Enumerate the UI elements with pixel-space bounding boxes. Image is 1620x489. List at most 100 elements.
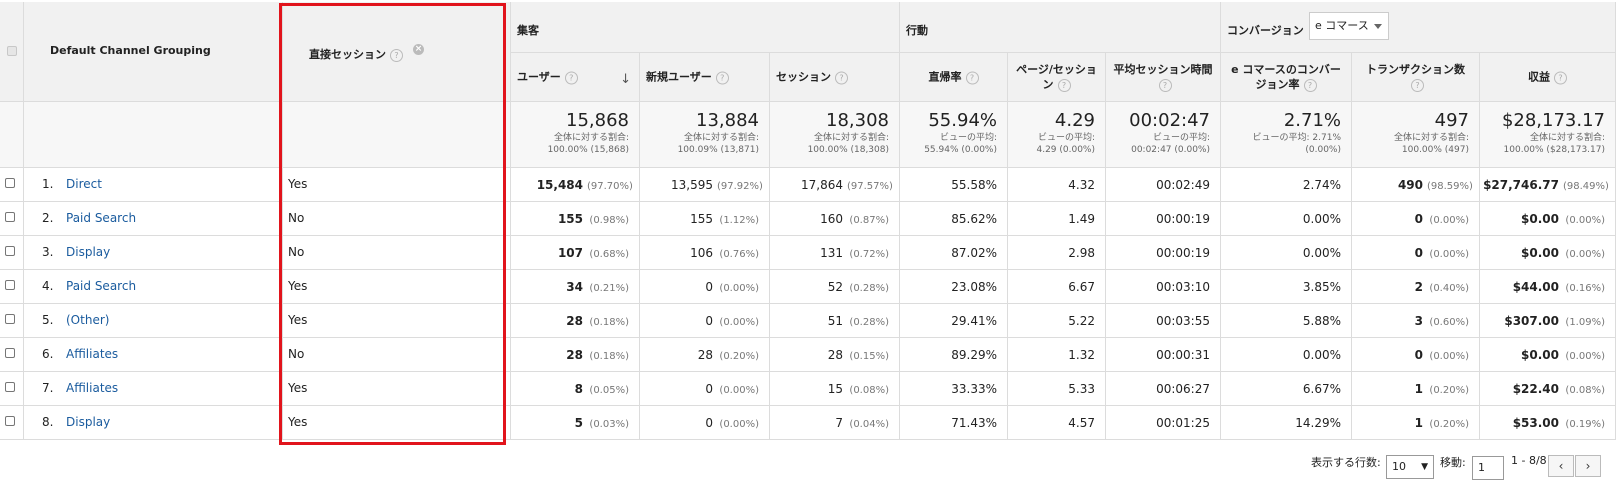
goto-page-input[interactable]: 1: [1472, 456, 1504, 480]
channel-link[interactable]: (Other): [66, 313, 110, 327]
sort-down-icon[interactable]: ↓: [620, 72, 631, 87]
metric-value-wrap: 490 (98.59%): [1398, 168, 1473, 201]
metric-cell: 0 (0.00%): [1352, 338, 1480, 372]
summary-cell: 18,308 全体に対する割合: 100.00% (18,308): [770, 102, 900, 168]
help-icon[interactable]: ?: [1411, 78, 1424, 92]
channel-link[interactable]: Display: [66, 415, 111, 429]
row-checkbox[interactable]: [5, 382, 15, 392]
metric-value-wrap: 00:00:31: [1156, 338, 1210, 371]
caret-down-icon: [1374, 24, 1382, 29]
metric-value: $307.00: [1504, 314, 1559, 328]
channel-link[interactable]: Paid Search: [66, 279, 137, 293]
next-page-button[interactable]: ›: [1575, 455, 1601, 477]
remove-icon[interactable]: ×: [413, 43, 424, 55]
metric-cell: $53.00 (0.19%): [1480, 406, 1616, 440]
metric-value-wrap: 33.33%: [951, 372, 997, 405]
help-icon[interactable]: ?: [835, 71, 848, 84]
metric-header-label: e コマースのコンバージョン率: [1231, 63, 1341, 91]
metric-percent: (0.05%): [589, 385, 629, 396]
row-checkbox[interactable]: [5, 416, 15, 426]
metric-cell: 51 (0.28%): [770, 304, 900, 338]
metric-percent: (0.28%): [849, 283, 889, 294]
metric-cell: 4.32: [1008, 168, 1106, 202]
select-all-checkbox[interactable]: [7, 46, 17, 56]
segment-header[interactable]: 直接セッション ? ×: [283, 2, 511, 102]
help-icon[interactable]: ?: [1158, 78, 1172, 92]
metric-value: 0: [705, 280, 713, 294]
metric-cell: 8 (0.05%): [511, 372, 640, 406]
metric-value: 3: [1414, 314, 1423, 328]
row-checkbox[interactable]: [5, 348, 15, 358]
metric-cell: 28 (0.18%): [511, 338, 640, 372]
row-checkbox[interactable]: [5, 246, 15, 256]
metric-value-wrap: 51 (0.28%): [828, 304, 889, 337]
help-icon[interactable]: ?: [390, 48, 403, 62]
row-checkbox[interactable]: [5, 212, 15, 222]
group-header-label: 集客: [517, 24, 539, 37]
metric-value-wrap: 00:03:55: [1156, 304, 1210, 337]
metric-cell: 15,484 (97.70%): [511, 168, 640, 202]
metric-cell: 00:03:10: [1106, 270, 1221, 304]
table-row: 7. Affiliates: [24, 372, 283, 406]
channel-link[interactable]: Affiliates: [66, 347, 119, 361]
metric-cell: 131 (0.72%): [770, 236, 900, 270]
metric-value: 6.67: [1068, 280, 1095, 294]
row-checkbox[interactable]: [5, 280, 15, 290]
row-checkbox[interactable]: [5, 178, 15, 188]
metric-value: 15,484: [536, 178, 583, 192]
metric-cell: 00:00:19: [1106, 202, 1221, 236]
metric-cell: 1 (0.20%): [1352, 406, 1480, 440]
metric-header-0[interactable]: ユーザー? ↓: [511, 53, 640, 102]
metric-value: 0.00%: [1302, 246, 1341, 260]
channel-link[interactable]: Direct: [66, 177, 102, 191]
help-icon[interactable]: ?: [715, 71, 729, 84]
summary-value: 00:02:47: [1129, 110, 1210, 131]
help-icon[interactable]: ?: [1057, 78, 1071, 92]
row-checkbox[interactable]: [5, 314, 15, 324]
metric-value-wrap: 28 (0.15%): [828, 338, 889, 371]
summary-note-line2: 4.29 (0.00%): [1036, 145, 1095, 155]
metric-value-wrap: 1.49: [1068, 202, 1095, 235]
metric-percent: (0.00%): [1429, 351, 1469, 362]
summary-note-line1: 全体に対する割合:: [1393, 133, 1469, 143]
group-header-label: 行動: [906, 24, 928, 37]
help-icon[interactable]: ?: [965, 71, 979, 84]
metric-header-4[interactable]: ページ/セッション?: [1008, 53, 1106, 102]
metric-value-wrap: 1.32: [1068, 338, 1095, 371]
help-icon[interactable]: ?: [564, 71, 578, 84]
channel-link[interactable]: Affiliates: [66, 381, 119, 395]
channel-link[interactable]: Paid Search: [66, 211, 137, 225]
segment-header-label: 直接セッション: [309, 48, 386, 61]
metric-cell: 2.98: [1008, 236, 1106, 270]
metric-value: 28: [566, 348, 583, 362]
metric-header-6[interactable]: e コマースのコンバージョン率?: [1221, 53, 1352, 102]
metric-value: $44.00: [1512, 280, 1559, 294]
metric-value-wrap: 106 (0.76%): [690, 236, 759, 269]
metric-value-wrap: 0.00%: [1302, 338, 1341, 371]
metric-header-5[interactable]: 平均セッション時間?: [1106, 53, 1221, 102]
metric-header-2[interactable]: セッション?: [770, 53, 900, 102]
channel-link[interactable]: Display: [66, 245, 111, 259]
metric-value-wrap: 15,484 (97.70%): [536, 168, 633, 201]
help-icon[interactable]: ?: [1554, 71, 1567, 84]
metric-value-wrap: 29.41%: [951, 304, 997, 337]
metric-value-wrap: 00:03:10: [1156, 270, 1210, 303]
rows-per-page-select[interactable]: 10 ▼: [1386, 455, 1434, 479]
metric-value: 0.00%: [1302, 212, 1341, 226]
table-row-checkbox-cell: [0, 304, 24, 338]
metric-value-wrap: 00:06:27: [1156, 372, 1210, 405]
metric-header-7[interactable]: トランザクション数?: [1352, 53, 1480, 102]
help-icon[interactable]: ?: [1303, 78, 1317, 92]
dimension-header[interactable]: Default Channel Grouping: [24, 2, 283, 102]
metric-header-8[interactable]: 収益?: [1480, 53, 1616, 102]
metric-cell: 0.00%: [1221, 202, 1352, 236]
summary-note-line2: 100.00% ($28,173.17): [1503, 145, 1605, 155]
metric-header-3[interactable]: 直帰率?: [900, 53, 1008, 102]
conversion-select[interactable]: e コマース: [1309, 12, 1389, 40]
chevron-down-icon: ▼: [1421, 462, 1428, 472]
metric-header-1[interactable]: 新規ユーザー?: [640, 53, 770, 102]
prev-page-button[interactable]: ‹: [1548, 455, 1574, 477]
metric-value: 0.00%: [1302, 348, 1341, 362]
metric-cell: 00:03:55: [1106, 304, 1221, 338]
metric-value-wrap: $307.00 (1.09%): [1504, 304, 1605, 337]
